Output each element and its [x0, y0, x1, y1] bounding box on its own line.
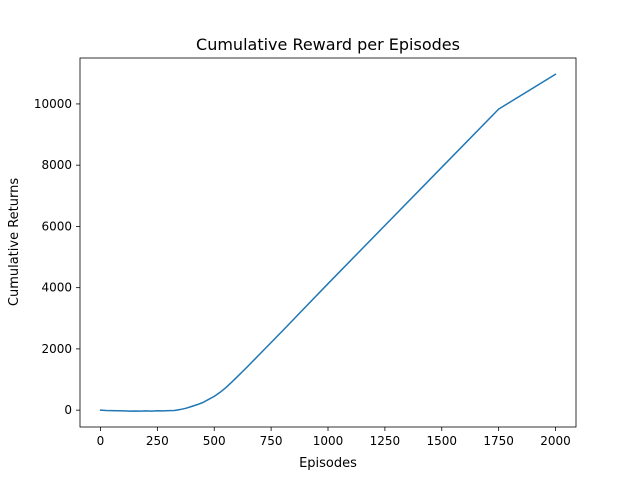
x-tick-label: 1500: [426, 434, 457, 448]
x-tick-label: 1250: [370, 434, 401, 448]
x-tick-label: 250: [146, 434, 169, 448]
x-tick-label: 500: [203, 434, 226, 448]
x-tick-label: 2000: [540, 434, 571, 448]
series-line: [99, 73, 557, 412]
y-axis-label: Cumulative Returns: [7, 178, 22, 306]
x-tick-label: 0: [97, 434, 105, 448]
y-tick-label: 0: [64, 403, 72, 417]
y-tick-label: 6000: [41, 219, 72, 233]
y-tick-label: 8000: [41, 158, 72, 172]
y-tick-label: 10000: [34, 97, 72, 111]
y-tick-label: 2000: [41, 342, 72, 356]
chart-title: Cumulative Reward per Episodes: [196, 35, 460, 54]
x-axis-label: Episodes: [299, 456, 357, 471]
y-tick-label: 4000: [41, 281, 72, 295]
plot-area: 0 250 500 750 1000 1250 1500 1750 2000 0 2000 4000 6…: [34, 57, 577, 448]
x-tick-label: 1000: [313, 434, 344, 448]
x-tick-label: 750: [260, 434, 283, 448]
x-tick-label: 1750: [483, 434, 514, 448]
